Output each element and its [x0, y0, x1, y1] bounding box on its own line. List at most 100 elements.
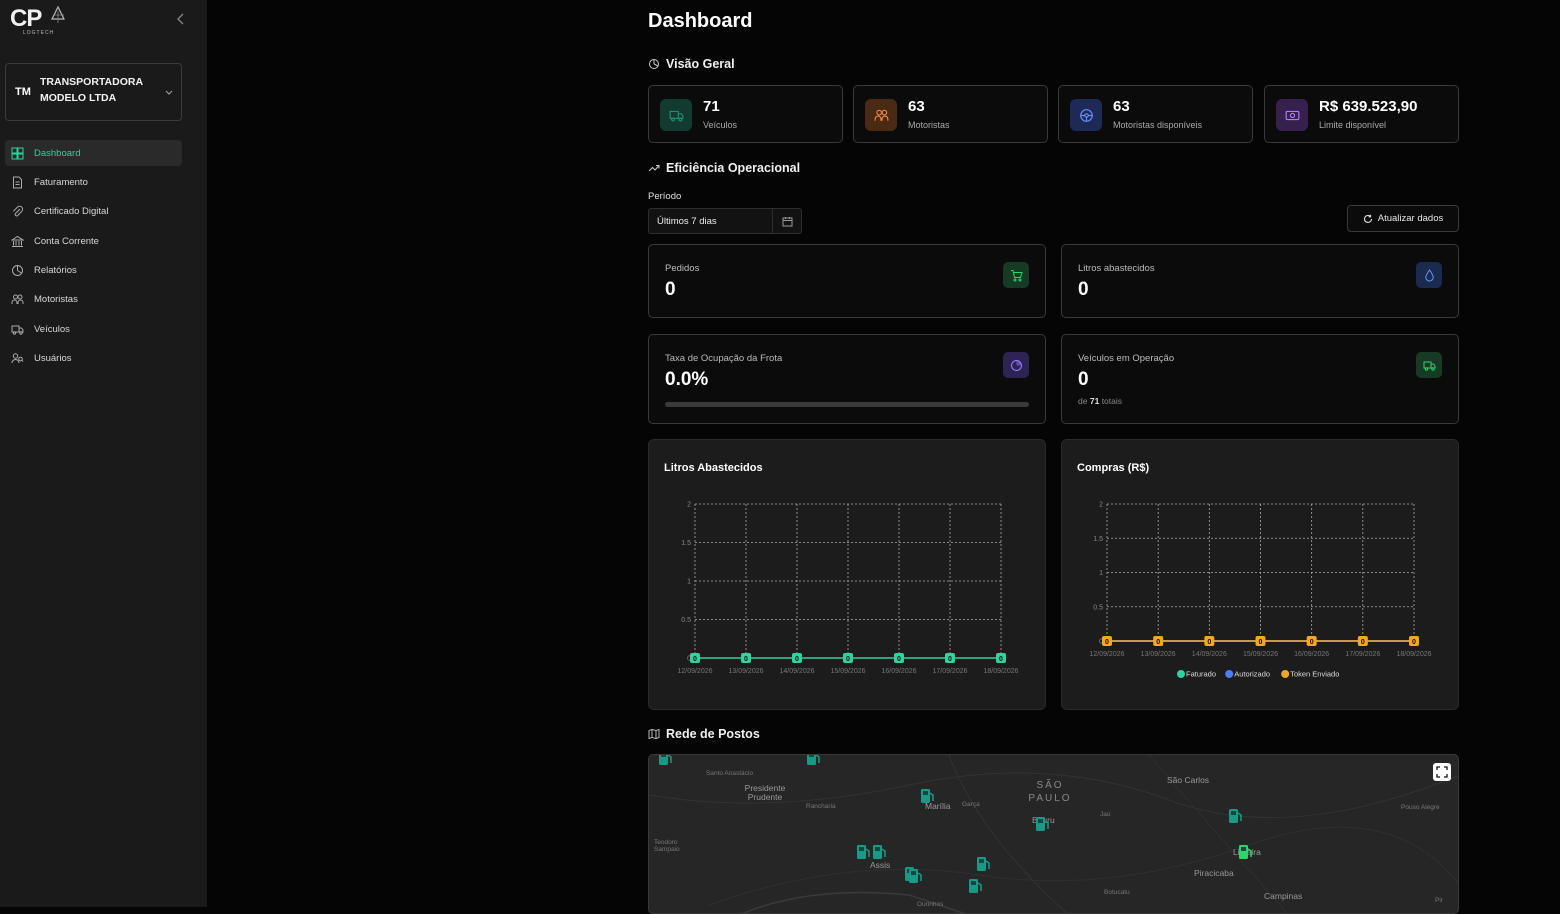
stat-value: 63: [908, 98, 925, 115]
truck-icon: [669, 110, 683, 122]
data-label: 0: [1207, 639, 1211, 646]
data-label: 0: [1310, 639, 1314, 646]
fuel-station-pin-icon[interactable]: [805, 755, 821, 767]
section-map-label: Rede de Postos: [666, 727, 760, 741]
kpi-icon-box: [1416, 352, 1442, 378]
period-select[interactable]: Últimos 7 dias: [648, 208, 802, 234]
company-name: TRANSPORTADORA MODELO LTDA: [40, 76, 143, 104]
stat-label: Motoristas disponíveis: [1113, 120, 1203, 130]
data-point: [741, 653, 751, 663]
x-tick-label: 18/09/2026: [983, 668, 1018, 675]
sidebar-nav: Dashboard Faturamento Certificado Digital C…: [5, 140, 182, 375]
kpi-value: 0: [665, 279, 676, 300]
kpi-value: 0: [1078, 279, 1089, 300]
fuel-station-pin-icon[interactable]: [1237, 843, 1253, 861]
data-label: 0: [999, 656, 1003, 663]
fuel-station-pin-icon[interactable]: [1227, 807, 1243, 825]
chart-card-compras: Compras (R$) 0 0.5 1 1.5 2 12/09/2026 13/09/20…: [1061, 439, 1459, 710]
grid-icon: [11, 147, 24, 159]
y-tick-label: 1: [687, 579, 691, 586]
x-tick-label: 13/09/2026: [728, 668, 763, 675]
company-selector[interactable]: TM TRANSPORTADORA MODELO LTDA: [5, 63, 182, 121]
fullscreen-button[interactable]: [1433, 763, 1451, 781]
x-tick-label: 16/09/2026: [1294, 651, 1329, 658]
x-tick-label: 16/09/2026: [881, 668, 916, 675]
brand-logo[interactable]: CP LOGTECH: [10, 5, 65, 36]
sidebar-item-motoristas[interactable]: Motoristas: [5, 287, 182, 313]
legend-swatch: [1225, 670, 1234, 678]
calendar-button[interactable]: [772, 209, 802, 233]
kpi-card: Litros abastecidos 0: [1061, 244, 1459, 318]
fuel-pump-icon: [977, 857, 990, 871]
fuel-station-pin-icon[interactable]: [1034, 815, 1050, 833]
data-point: [894, 653, 904, 663]
map-place-label: Ourinhos: [917, 901, 944, 908]
sidebar-item-faturamento[interactable]: Faturamento: [5, 169, 182, 195]
fuel-station-pin-icon[interactable]: [657, 755, 673, 767]
map-place-label: Presidente Prudente: [744, 783, 786, 802]
logo-text: CP: [10, 5, 42, 32]
invoice-icon: [13, 176, 22, 189]
fuel-station-pin-icon[interactable]: [967, 877, 983, 895]
fuel-pump-icon: [1229, 809, 1242, 823]
stat-label: Limite disponível: [1319, 120, 1387, 130]
section-efficiency-title: Eficiência Operacional: [648, 161, 800, 175]
fuel-pump-icon: [807, 755, 820, 765]
sidebar-item-label: Usuários: [34, 353, 72, 365]
refresh-data-button[interactable]: Atualizar dados: [1347, 205, 1459, 232]
kpi-card: Pedidos 0: [648, 244, 1046, 318]
map-place-label: Rancharia: [806, 803, 836, 810]
chevron-down-icon: [165, 90, 173, 95]
kpi-card: Taxa de Ocupação da Frota 0.0%: [648, 334, 1046, 424]
data-point: [1357, 636, 1368, 646]
stat-value: R$ 639.523,90: [1319, 98, 1418, 115]
x-tick-label: 14/09/2026: [1192, 651, 1227, 658]
fuel-pump-icon: [909, 869, 922, 883]
data-point: [843, 653, 853, 663]
data-label: 0: [1156, 639, 1160, 646]
legend-label: Token Enviado: [1290, 670, 1339, 679]
fuel-station-pin-icon[interactable]: [907, 867, 923, 885]
map-place-label: Marília: [925, 801, 951, 811]
data-label: 0: [795, 656, 799, 663]
sidebar: CP LOGTECH TM TRANSPORTADORA MODELO LTDA…: [0, 0, 207, 907]
sidebar-item-relatorios[interactable]: Relatórios: [5, 258, 182, 284]
data-point: [1409, 636, 1419, 646]
fuel-station-pin-icon[interactable]: [871, 843, 887, 861]
fuel-station-pin-icon[interactable]: [919, 787, 935, 805]
data-label: 0: [744, 656, 748, 663]
kpi-icon-box: [1416, 262, 1442, 288]
stations-map[interactable]: Santo Anastácio Presidente Prudente Rancha…: [648, 754, 1459, 914]
fuel-pump-icon: [969, 879, 982, 893]
stat-card: 63 Motoristas disponíveis: [1058, 85, 1253, 143]
collapse-sidebar-button[interactable]: [176, 12, 190, 28]
x-tick-label: 17/09/2026: [1345, 651, 1380, 658]
logo-mark-icon: [51, 5, 65, 23]
chevron-left-icon: [177, 13, 184, 25]
litros-chart: 0 0.5 1 1.5 2 12/09/2026 13/09/2026 14/09/2026 1…: [677, 502, 1018, 676]
chart-title: Litros Abastecidos: [664, 462, 763, 474]
section-overview-label: Visão Geral: [666, 57, 735, 71]
cart-icon: [1010, 269, 1023, 281]
sidebar-item-veiculos[interactable]: Veículos: [5, 316, 182, 342]
stat-icon-box: [865, 99, 897, 131]
sidebar-item-label: Certificado Digital: [34, 206, 109, 218]
kpi-title: Litros abastecidos: [1078, 263, 1155, 274]
sidebar-item-label: Dashboard: [34, 147, 81, 159]
sidebar-item-conta-corrente[interactable]: Conta Corrente: [5, 228, 182, 254]
sidebar-item-usuarios[interactable]: Usuários: [5, 346, 182, 372]
chart-circle-icon: [12, 265, 23, 277]
fuel-station-pin-icon[interactable]: [975, 855, 991, 873]
calendar-icon: [782, 216, 793, 226]
y-tick-label: 1.5: [1093, 536, 1103, 543]
sidebar-item-certificado-digital[interactable]: Certificado Digital: [5, 199, 182, 225]
sidebar-item-label: Motoristas: [34, 294, 78, 306]
stat-value: 71: [703, 98, 720, 115]
fuel-station-pin-icon[interactable]: [855, 843, 871, 861]
x-tick-label: 12/09/2026: [1089, 651, 1124, 658]
sidebar-item-dashboard[interactable]: Dashboard: [5, 140, 182, 166]
stat-icon-box: [1276, 99, 1308, 131]
y-tick-label: 0: [687, 656, 691, 663]
kpi-subtext: de 71 totais: [1078, 396, 1122, 406]
data-label: 0: [1361, 639, 1365, 646]
